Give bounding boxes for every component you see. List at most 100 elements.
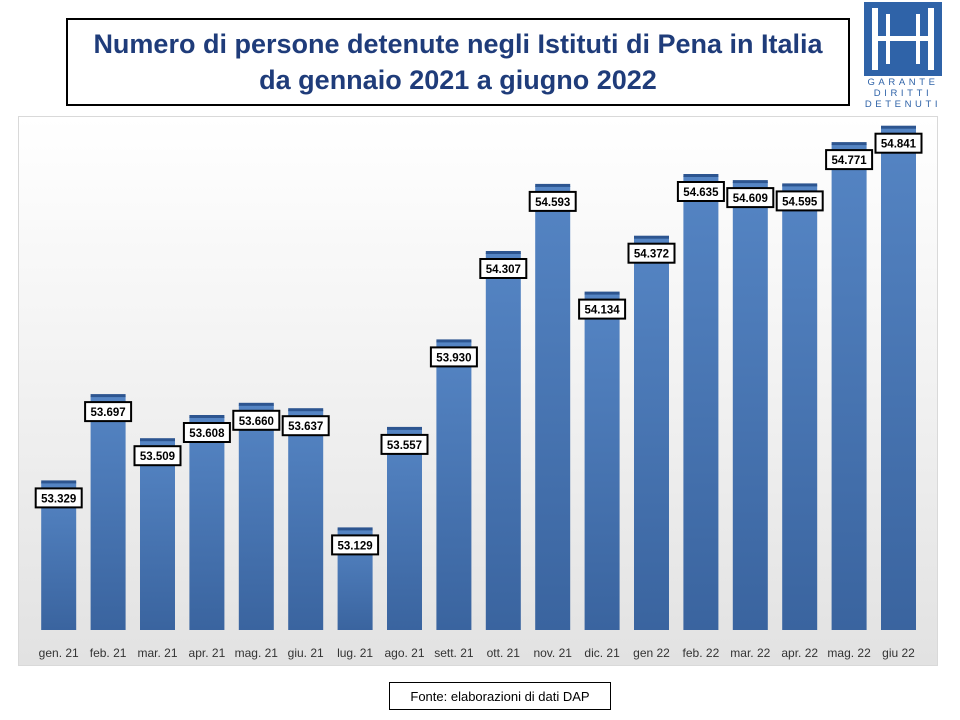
data-label-box	[578, 298, 627, 320]
data-label-box	[825, 149, 874, 171]
x-tick-label: giu. 21	[288, 646, 324, 660]
bar-cap	[881, 125, 916, 129]
x-tick-label: mar. 21	[137, 646, 177, 660]
logo-text-line-3: DETENUTI	[864, 99, 942, 110]
bar-giu-22	[881, 127, 916, 630]
bar-apr-22	[782, 185, 818, 630]
data-label: 54.771	[832, 155, 868, 167]
data-labels-group: 53.329 53.697 53.509 53.608 53.660 53.637 53.1…	[34, 132, 923, 556]
x-tick-label: ago. 21	[384, 646, 424, 660]
bar-giu-21	[288, 410, 324, 630]
bar-cap	[238, 402, 274, 406]
bar-cap	[782, 183, 818, 187]
bar-mag-21	[238, 404, 274, 630]
data-label-box	[331, 534, 380, 556]
data-label: 53.509	[140, 451, 175, 463]
x-tick-label: mag. 21	[235, 646, 279, 660]
bar-nov-21	[535, 185, 571, 630]
bar-feb-22	[683, 176, 719, 630]
bar-dic-21	[584, 293, 620, 630]
data-label: 53.660	[239, 416, 274, 428]
bar-cap	[831, 142, 867, 146]
x-tick-label: lug. 21	[337, 646, 373, 660]
x-tick-label: gen. 21	[39, 646, 79, 660]
chart-title-line-1: Numero di persone detenute negli Istitut…	[93, 29, 823, 59]
bar-mar-22	[732, 182, 768, 630]
bar-cap	[140, 438, 175, 442]
data-label-box	[281, 415, 330, 437]
x-tick-label: feb. 22	[683, 646, 720, 660]
x-tick-label: dic. 21	[584, 646, 620, 660]
data-label-box	[232, 409, 281, 431]
data-label: 54.841	[881, 139, 917, 151]
bar-sett-21	[436, 341, 472, 630]
bar-cap	[584, 291, 620, 295]
x-tick-label: giu 22	[882, 646, 915, 660]
bar-feb-21	[90, 396, 126, 630]
data-label: 53.129	[338, 540, 373, 552]
bars-group	[41, 125, 916, 630]
chart-title-line-2: da gennaio 2021 a giugno 2022	[259, 65, 657, 95]
data-label-box	[182, 422, 231, 443]
bar-ott-21	[485, 253, 521, 630]
data-label-box	[84, 401, 133, 423]
data-label-box	[133, 445, 182, 467]
data-label-box	[429, 346, 478, 368]
garante-logo: GARANTE DIRITTI DETENUTI	[862, 2, 944, 110]
data-label-box	[726, 187, 775, 209]
bar-apr-21	[189, 417, 225, 630]
data-label: 53.557	[387, 440, 422, 452]
data-label: 53.930	[436, 352, 471, 364]
data-label-box	[775, 190, 824, 212]
x-tick-labels-group: gen. 21 feb. 21 mar. 21 apr. 21 mag. 21 giu. …	[39, 646, 915, 660]
data-label-box	[874, 132, 923, 154]
x-tick-label: nov. 21	[533, 646, 572, 660]
bar-mag-22	[831, 144, 867, 630]
bar-cap	[189, 415, 225, 418]
data-label: 54.635	[683, 187, 719, 199]
x-tick-label: apr. 22	[781, 646, 818, 660]
bar-cap	[732, 180, 768, 184]
data-label: 53.697	[91, 407, 126, 419]
bar-chart: 53.329 53.697 53.509 53.608 53.660 53.637 53.1…	[34, 125, 923, 660]
logo-mark-icon	[864, 2, 942, 76]
logo-text-line-1: GARANTE	[867, 77, 939, 88]
x-tick-label: mar. 22	[730, 646, 770, 660]
data-label-box	[479, 258, 528, 279]
x-tick-label: ott. 21	[487, 646, 521, 660]
data-label-box	[627, 242, 676, 264]
data-label: 54.593	[535, 197, 570, 209]
chart-title-box: Numero di persone detenute negli Istitut…	[66, 18, 850, 106]
bar-mar-21	[140, 440, 175, 630]
data-label: 54.609	[733, 193, 768, 205]
x-tick-label: mag. 22	[827, 646, 871, 660]
bar-cap	[485, 251, 521, 254]
data-label-box	[528, 190, 577, 212]
x-tick-label: sett. 21	[434, 646, 474, 660]
data-label: 54.595	[782, 196, 818, 208]
bar-cap	[90, 394, 126, 398]
data-label: 54.134	[585, 305, 621, 317]
bar-cap	[41, 480, 77, 484]
bar-cap	[337, 527, 373, 531]
chart-area: 53.329 53.697 53.509 53.608 53.660 53.637 53.1…	[18, 116, 938, 666]
data-label-box	[676, 181, 725, 202]
bar-gen-22	[634, 237, 669, 630]
x-tick-label: apr. 21	[189, 646, 226, 660]
bar-cap	[436, 339, 472, 343]
bar-ago-21	[387, 428, 422, 630]
bar-cap	[288, 408, 324, 412]
data-label: 53.608	[189, 428, 225, 440]
data-label-box	[34, 487, 83, 509]
data-label: 53.329	[41, 493, 76, 505]
bar-cap	[535, 183, 571, 187]
data-label: 54.307	[486, 264, 521, 276]
logo-text-line-2: DIRITTI	[873, 88, 933, 99]
bar-cap	[683, 174, 719, 177]
logo-bars-icon	[872, 8, 934, 70]
data-label-box	[380, 433, 429, 455]
data-label: 54.372	[634, 249, 669, 261]
x-tick-label: feb. 21	[90, 646, 127, 660]
data-label: 53.637	[288, 421, 323, 433]
bar-cap	[634, 235, 669, 239]
